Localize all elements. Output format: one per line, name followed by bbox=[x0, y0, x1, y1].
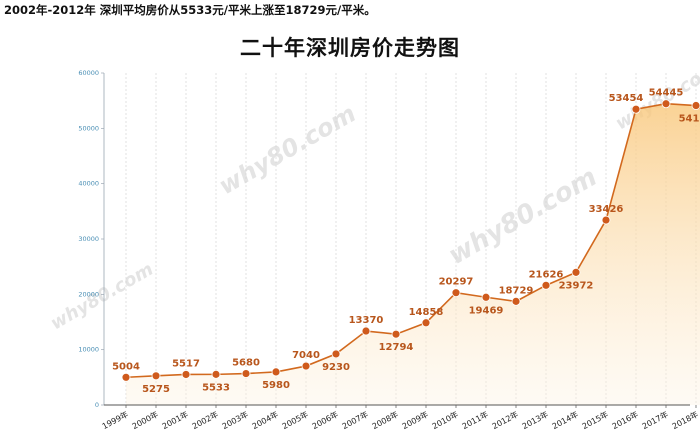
data-point bbox=[661, 99, 671, 109]
data-point bbox=[271, 367, 281, 377]
data-point bbox=[691, 101, 700, 110]
data-label: 23972 bbox=[559, 280, 594, 291]
x-tick-label: 2012年 bbox=[490, 409, 520, 431]
data-point bbox=[301, 361, 311, 371]
data-label: 19469 bbox=[469, 305, 504, 316]
x-tick-label: 2003年 bbox=[220, 409, 250, 431]
x-tick-label: 2009年 bbox=[400, 409, 430, 431]
y-tick-label: 40000 bbox=[78, 180, 99, 188]
data-label: 21626 bbox=[529, 269, 564, 280]
data-label: 20297 bbox=[439, 277, 474, 288]
x-tick-label: 2010年 bbox=[430, 409, 460, 431]
data-label: 13370 bbox=[349, 315, 384, 326]
data-label: 53454 bbox=[609, 93, 644, 104]
data-label: 18729 bbox=[499, 285, 534, 296]
x-tick-label: 2000年 bbox=[130, 409, 160, 431]
data-label: 5680 bbox=[232, 358, 260, 369]
data-point bbox=[391, 329, 401, 339]
data-point bbox=[541, 280, 551, 290]
chart-title: 二十年深圳房价走势图 bbox=[240, 36, 460, 60]
data-point bbox=[181, 370, 191, 379]
data-label: 9230 bbox=[322, 362, 350, 373]
x-tick-label: 2007年 bbox=[340, 409, 370, 431]
data-point bbox=[151, 371, 161, 381]
watermark-text: why80.com bbox=[47, 259, 157, 335]
y-tick-label: 10000 bbox=[78, 346, 99, 354]
data-point bbox=[331, 349, 341, 359]
data-label: 14858 bbox=[409, 307, 444, 318]
data-label: 54120 bbox=[679, 114, 700, 125]
x-tick-label: 2008年 bbox=[370, 409, 400, 431]
x-tick-label: 2013年 bbox=[520, 409, 550, 431]
x-tick-label: 2002年 bbox=[190, 409, 220, 431]
y-tick-label: 60000 bbox=[78, 69, 99, 77]
data-label: 5275 bbox=[142, 384, 170, 395]
watermark-text: why80.com bbox=[444, 162, 603, 271]
data-label: 54445 bbox=[649, 88, 684, 99]
data-label: 5004 bbox=[112, 361, 140, 372]
watermark-text: why80.com bbox=[214, 99, 361, 200]
area-fill bbox=[126, 103, 700, 405]
data-label: 5533 bbox=[202, 382, 230, 393]
x-tick-label: 2006年 bbox=[310, 409, 340, 431]
data-point bbox=[511, 296, 521, 306]
data-point bbox=[361, 326, 371, 336]
x-tick-label: 2016年 bbox=[610, 409, 640, 431]
data-point bbox=[631, 104, 641, 114]
data-point bbox=[241, 369, 251, 378]
x-tick-label: 2004年 bbox=[250, 409, 280, 431]
y-tick-label: 30000 bbox=[78, 235, 99, 243]
data-point bbox=[421, 318, 431, 328]
data-label: 5980 bbox=[262, 380, 290, 391]
x-tick-label: 2001年 bbox=[160, 409, 190, 431]
area-layer bbox=[125, 102, 700, 405]
data-point bbox=[451, 288, 461, 298]
data-point bbox=[121, 372, 131, 382]
x-tick-label: 2017年 bbox=[640, 409, 670, 431]
page-caption: 2002年-2012年 深圳平均房价从5533元/平米上涨至18729元/平米。 bbox=[4, 3, 376, 17]
y-tick-label: 20000 bbox=[78, 290, 99, 298]
y-tick-label: 50000 bbox=[78, 124, 99, 132]
data-label: 33426 bbox=[589, 204, 624, 215]
data-point bbox=[481, 292, 491, 302]
y-tick-label: 0 bbox=[95, 401, 99, 409]
x-tick-label: 2011年 bbox=[460, 409, 490, 431]
x-tick-label: 2015年 bbox=[580, 409, 610, 431]
data-point bbox=[571, 267, 581, 277]
data-point bbox=[211, 369, 221, 379]
data-label: 5517 bbox=[172, 358, 200, 369]
x-tick-label: 1999年 bbox=[100, 409, 130, 431]
x-tick-label: 2014年 bbox=[550, 409, 580, 431]
data-label: 7040 bbox=[292, 350, 320, 361]
x-tick-label: 2005年 bbox=[280, 409, 310, 431]
x-tick-label: 2018年 bbox=[670, 409, 700, 431]
data-label: 12794 bbox=[379, 342, 414, 353]
data-point bbox=[601, 215, 611, 225]
